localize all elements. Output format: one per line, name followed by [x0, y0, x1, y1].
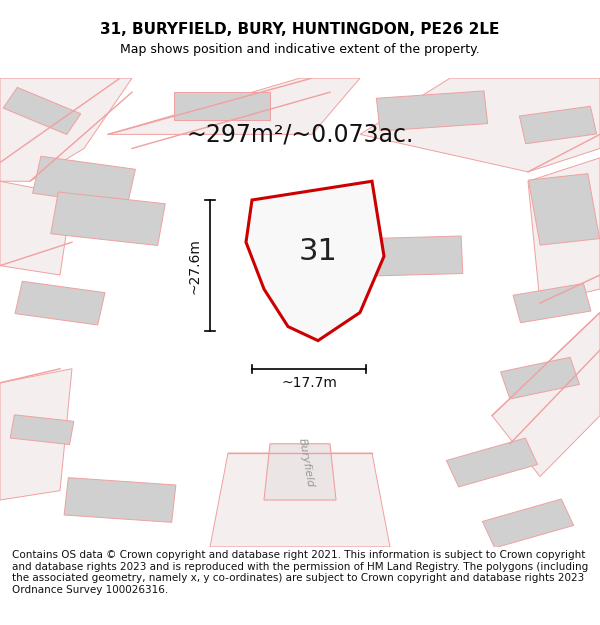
Polygon shape: [0, 78, 132, 181]
Polygon shape: [32, 156, 136, 206]
Polygon shape: [353, 236, 463, 276]
Polygon shape: [10, 415, 74, 444]
Polygon shape: [108, 78, 360, 134]
Text: ~297m²/~0.073ac.: ~297m²/~0.073ac.: [187, 122, 413, 146]
Text: ~27.6m: ~27.6m: [187, 238, 201, 294]
Polygon shape: [492, 312, 600, 476]
Polygon shape: [264, 444, 336, 500]
Polygon shape: [482, 499, 574, 548]
Polygon shape: [520, 106, 596, 144]
Polygon shape: [51, 192, 165, 246]
Text: Map shows position and indicative extent of the property.: Map shows position and indicative extent…: [120, 43, 480, 56]
Text: 31: 31: [299, 237, 337, 266]
Text: ~17.7m: ~17.7m: [281, 376, 337, 390]
Polygon shape: [174, 92, 270, 120]
Text: Buryfield: Buryfield: [297, 437, 315, 488]
Polygon shape: [64, 478, 176, 522]
Polygon shape: [446, 438, 538, 487]
Polygon shape: [360, 78, 600, 172]
Polygon shape: [15, 281, 105, 325]
Text: 31, BURYFIELD, BURY, HUNTINGDON, PE26 2LE: 31, BURYFIELD, BURY, HUNTINGDON, PE26 2L…: [100, 22, 500, 37]
Polygon shape: [246, 181, 384, 341]
Polygon shape: [3, 88, 81, 134]
Polygon shape: [529, 174, 599, 245]
Polygon shape: [210, 453, 390, 547]
Polygon shape: [528, 158, 600, 303]
Polygon shape: [376, 91, 488, 131]
Text: Contains OS data © Crown copyright and database right 2021. This information is : Contains OS data © Crown copyright and d…: [12, 550, 588, 595]
Polygon shape: [0, 369, 72, 500]
Polygon shape: [500, 357, 580, 399]
Polygon shape: [0, 181, 72, 275]
Polygon shape: [513, 284, 591, 322]
